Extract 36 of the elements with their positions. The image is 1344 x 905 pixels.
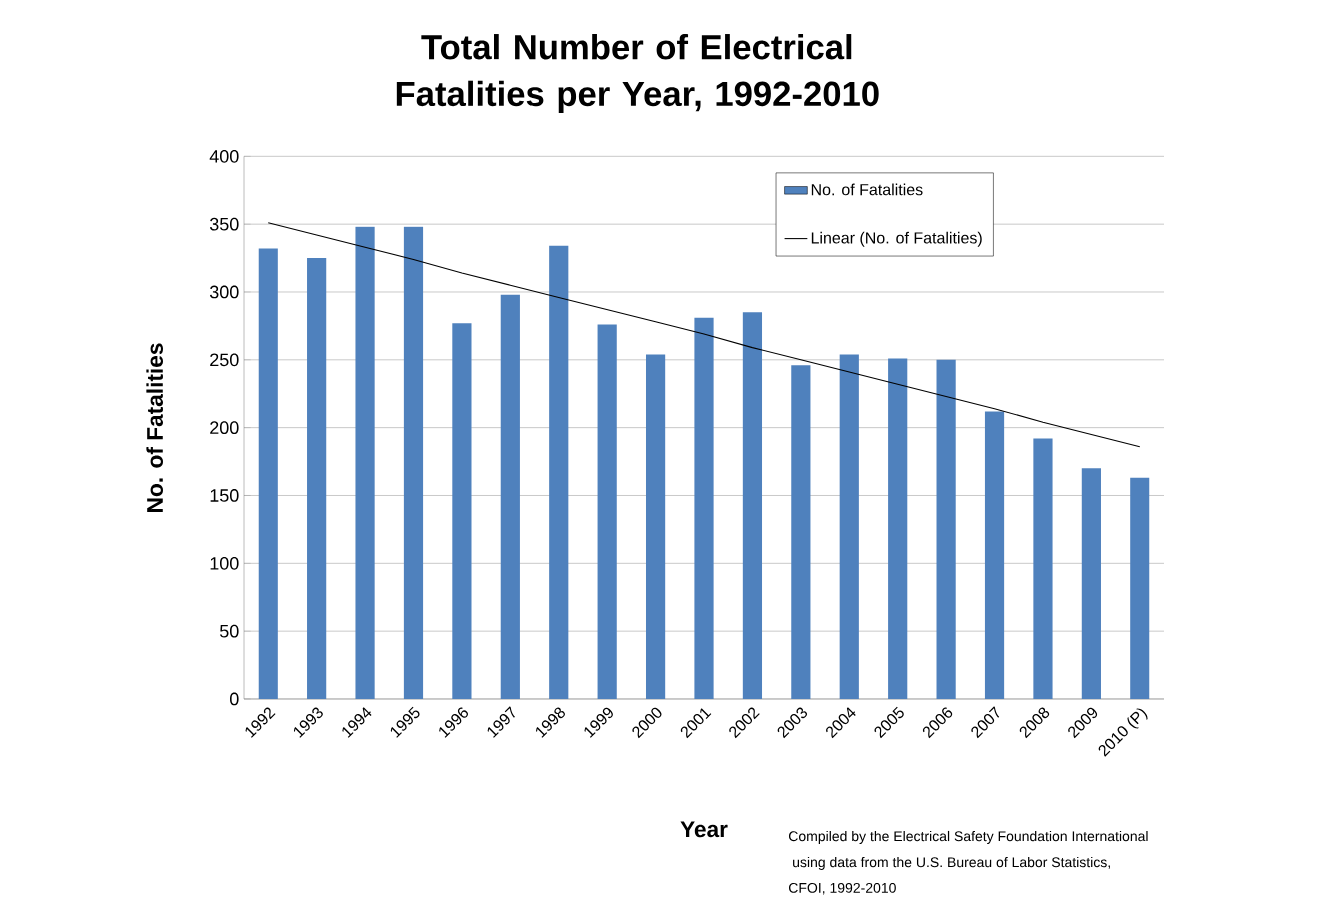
bar [403,226,424,699]
bar [1081,468,1101,699]
bar [936,359,956,699]
y-tick-label: 400 [209,149,239,163]
bar [1033,438,1053,699]
bar [742,312,763,699]
y-tick-label: 150 [210,489,239,502]
bar [888,358,908,699]
bar [597,324,617,699]
bar [694,317,714,699]
bar [307,258,327,699]
y-tick-label: 200 [210,421,239,435]
bar [549,245,569,699]
bar [984,411,1005,699]
bar [1130,477,1150,699]
y-tick-label: 50 [219,624,239,638]
legend-label: No. of Fatalities [811,183,923,196]
bar [645,354,666,699]
bar [839,354,859,699]
y-tick-label: 300 [209,285,239,299]
legend-label: Linear (No. of Fatalities) [811,231,982,247]
y-axis-title: No. of Fatalities [146,343,164,512]
bar [258,248,278,699]
y-tick-label: 0 [230,692,239,706]
text: CFOI, 1992-2010 [788,882,896,895]
bar [791,365,811,699]
y-tick-label: 350 [209,217,239,231]
y-tick-label: 250 [210,353,239,367]
chart-title: Total Number of Electrical Fatalities per Year, 1992-2010 [396,34,879,114]
bar [355,226,375,699]
text: Compiled by the Electrical Safety Foundation International [788,830,1148,844]
text: using data from the U.S. Bureau of Labor Statistics, [793,856,1110,870]
y-tick-label: 100 [210,556,239,570]
x-axis-title: Year [680,821,728,838]
bar [500,294,520,699]
bar [452,323,472,699]
